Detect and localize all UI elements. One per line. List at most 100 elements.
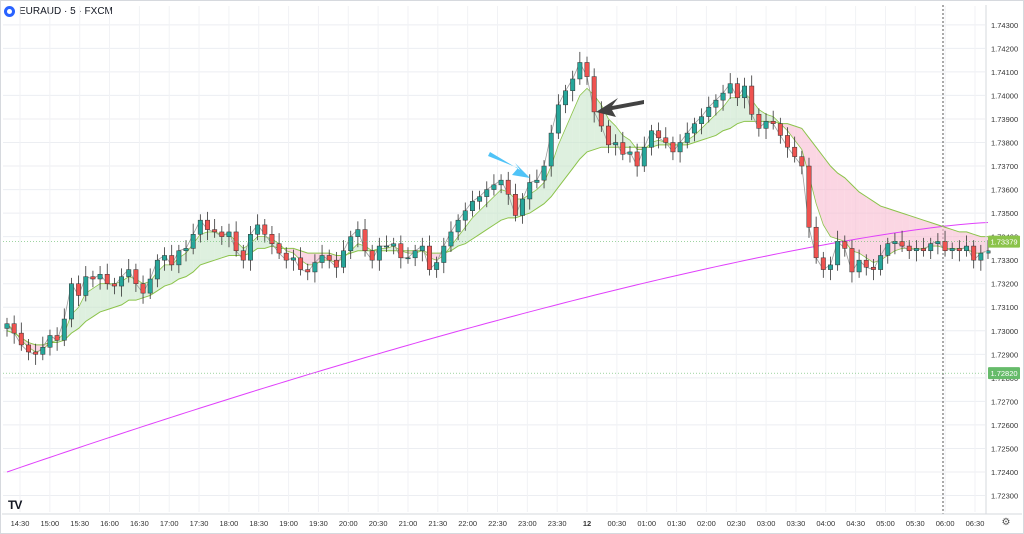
candle-body (18, 332, 24, 346)
time-tick-label: 15:30 (70, 519, 89, 528)
candle-body (971, 245, 977, 261)
candle (176, 244, 182, 274)
candle-body (348, 236, 354, 252)
cloud-segment (214, 231, 222, 261)
candle (613, 134, 619, 156)
candle (111, 277, 117, 295)
candle-body (111, 283, 117, 287)
candle (820, 251, 826, 278)
candle-body (570, 78, 576, 91)
candle (520, 193, 526, 224)
candle (978, 244, 984, 271)
cloud-segment (486, 196, 494, 230)
candle (90, 270, 96, 288)
candle (842, 235, 848, 257)
candle (376, 237, 382, 271)
candle-body (319, 255, 325, 263)
candle (233, 221, 239, 257)
candle-body (677, 142, 683, 153)
candle (656, 122, 662, 149)
candle-body (154, 259, 160, 280)
candle-body (434, 262, 440, 270)
cloud-segment (286, 248, 294, 254)
candle (935, 233, 941, 255)
candle (885, 237, 891, 264)
marker-price-tag (988, 367, 1020, 380)
candle-body (162, 255, 167, 261)
price-tick-label: 1.72700 (991, 397, 1018, 406)
candle-body (555, 104, 561, 134)
candle-body (491, 184, 497, 190)
candle (691, 117, 697, 142)
gear-icon[interactable]: ⚙ (1001, 517, 1011, 528)
price-tick-label: 1.74200 (991, 44, 1018, 53)
cloud-segment (386, 246, 394, 251)
candle (133, 263, 139, 292)
candle-body (276, 243, 282, 254)
candle (140, 275, 146, 304)
candle-body (634, 151, 640, 167)
candle (899, 230, 905, 252)
cloud-segment (837, 173, 845, 242)
price-axis: 1.74300 1.74200 1.74100 1.74000 1.73900 1.738… (991, 21, 1018, 501)
cloud-segment (186, 243, 194, 277)
candle (620, 131, 626, 161)
candle-body (734, 83, 740, 99)
candle-body (54, 335, 60, 341)
candle-body (512, 194, 518, 216)
candle (312, 254, 318, 283)
candle (104, 263, 110, 290)
candle (584, 56, 590, 85)
candle (226, 223, 232, 248)
candle-body (706, 106, 712, 117)
candle-body (935, 241, 941, 244)
symbol-header[interactable]: EURAUD · 5 · FXCM (4, 4, 113, 18)
cloud-segment (959, 231, 967, 249)
candle-body (197, 219, 203, 235)
candle (469, 190, 475, 217)
candle (813, 216, 819, 264)
candle (956, 240, 962, 262)
candle-body (763, 121, 769, 129)
cloud-segment (658, 140, 666, 145)
cloud-segment (615, 126, 623, 148)
candle (498, 174, 504, 194)
long-ma-line (6, 222, 989, 473)
cloud-segment (450, 236, 459, 251)
candle (290, 249, 296, 271)
candle-body (33, 351, 39, 355)
candle-body (641, 146, 647, 167)
candle (119, 268, 125, 297)
candle-body (126, 269, 132, 277)
price-tick-label: 1.73600 (991, 186, 1018, 195)
candle-body (620, 142, 626, 155)
candle (462, 202, 468, 231)
candle-body (455, 219, 461, 233)
price-tick-label: 1.73200 (991, 280, 1018, 289)
candle (649, 124, 654, 156)
candle-body (290, 257, 296, 261)
price-tick-label: 1.73000 (991, 327, 1018, 336)
candle-body (956, 248, 962, 252)
candle (212, 218, 218, 238)
price-tick-label: 1.74100 (991, 68, 1018, 77)
cloud-segment (801, 128, 809, 176)
candle-body (899, 241, 905, 247)
candle-body (298, 257, 304, 270)
candle-body (190, 234, 196, 249)
candle-body (505, 179, 511, 195)
candle-body (949, 248, 955, 252)
candle-body (240, 250, 246, 261)
candle-body (828, 264, 833, 270)
candle (563, 84, 568, 114)
candle (305, 263, 311, 281)
candle (971, 240, 977, 269)
candle (319, 244, 325, 269)
current-price-label: 1.73379 (990, 238, 1017, 247)
candle-body (591, 76, 597, 113)
candle-body (777, 123, 783, 136)
candle-body (978, 252, 984, 261)
candle-body (670, 142, 676, 153)
candle (799, 150, 805, 175)
